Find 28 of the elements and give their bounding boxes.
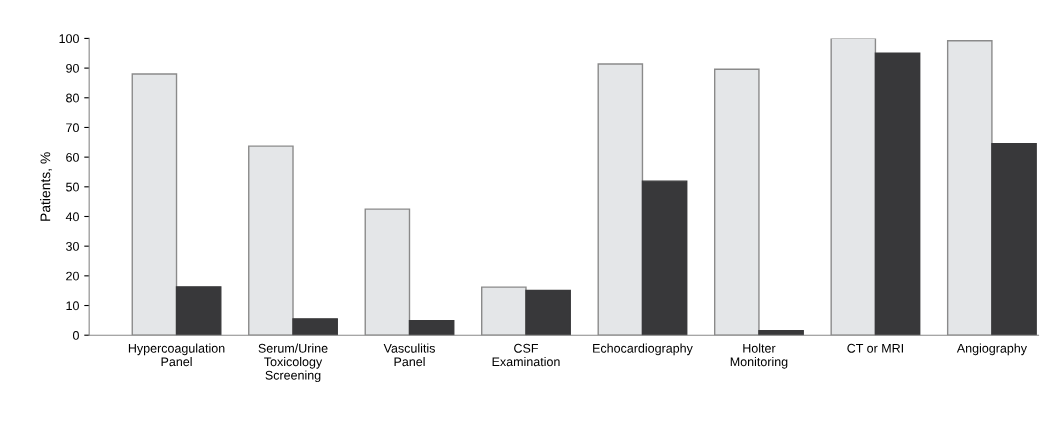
x-tick-label: CSF Examination — [492, 343, 560, 367]
x-tick-label: Hypercoagulation Panel — [128, 343, 225, 367]
y-tick-label: 60 — [66, 152, 79, 162]
bar — [525, 289, 571, 336]
y-axis-title: Patients, % — [40, 152, 52, 221]
x-tick-label: Vasculitis Panel — [383, 343, 435, 367]
bar — [292, 318, 338, 336]
y-tick-label: 90 — [66, 63, 79, 73]
y-tick-label: 100 — [59, 34, 79, 44]
bar — [758, 330, 804, 336]
x-tick-label: Holter Monitoring — [730, 343, 788, 369]
y-tick-label: 70 — [66, 123, 79, 133]
y-tick-label: 40 — [65, 212, 79, 222]
bar — [991, 143, 1037, 336]
y-tick-label: 0 — [72, 331, 79, 340]
y-tick-label: 10 — [66, 301, 79, 311]
bar — [175, 286, 222, 336]
x-tick-label: Echocardiography — [593, 343, 693, 356]
x-tick-label: CT or MRI — [847, 343, 903, 353]
y-tick-label: 30 — [66, 241, 79, 251]
y-tick-label: 50 — [66, 182, 79, 192]
x-tick-label: Angiography — [956, 343, 1027, 356]
bar — [408, 319, 455, 336]
y-tick-label: 80 — [66, 93, 79, 103]
bar — [874, 52, 921, 336]
y-tick-label: 20 — [66, 271, 79, 281]
bar — [641, 180, 688, 336]
x-tick-label: Serum/Urine Toxicology Screening — [258, 343, 328, 383]
